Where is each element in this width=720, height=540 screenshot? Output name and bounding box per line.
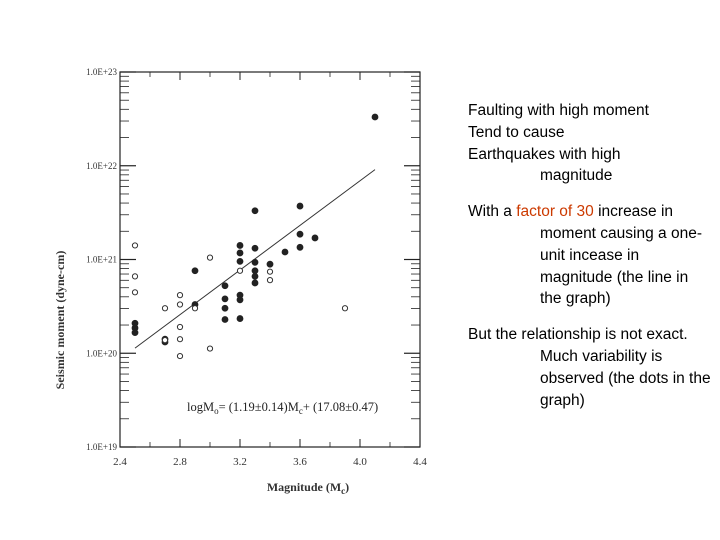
note-1-line-2: Tend to cause — [468, 123, 565, 141]
equation-pre: logM — [187, 400, 214, 414]
note-paragraph-3: But the relationship is not exact. Much … — [468, 326, 711, 409]
data-point-filled — [251, 279, 259, 287]
data-point-filled — [221, 282, 229, 290]
data-point-open — [161, 337, 169, 344]
y-tick-label: 1.0E+23 — [86, 67, 117, 77]
data-point-filled — [221, 304, 229, 312]
data-point-filled — [251, 258, 259, 266]
data-point-filled — [221, 295, 229, 303]
data-point-open — [236, 267, 244, 274]
y-tick-label: 1.0E+20 — [86, 348, 117, 358]
note-2-post: increase in moment causing a one-unit in… — [540, 203, 702, 308]
data-point-filled — [236, 315, 244, 322]
note-2-pre: With a — [468, 203, 517, 221]
data-point-open — [131, 289, 139, 296]
x-tick-label: 2.4 — [113, 456, 127, 468]
data-point-open — [176, 336, 184, 343]
note-1-line-3: Earthquakes with high — [468, 145, 621, 163]
equation-post: + (17.08±0.47) — [303, 400, 378, 414]
data-point-filled — [221, 316, 229, 323]
x-tick-label: 3.2 — [233, 456, 247, 468]
data-point-filled — [131, 319, 139, 327]
data-point-filled — [251, 244, 259, 252]
equation-sub1: o — [214, 406, 219, 416]
data-point-filled — [296, 202, 304, 210]
x-tick-label: 2.8 — [173, 456, 187, 468]
x-tick-label: 3.6 — [293, 456, 307, 468]
chart-svg: 1.0E+19 1.0E+20 1.0E+21 1.0E+22 1.0E+23 2.4 2… — [53, 67, 427, 496]
data-point-open — [341, 305, 349, 312]
data-point-filled — [371, 113, 379, 121]
y-tick-label: 1.0E+21 — [86, 255, 117, 265]
data-point-open — [176, 352, 184, 360]
data-point-filled — [251, 272, 259, 280]
data-point-open — [176, 323, 184, 331]
data-point-filled — [296, 243, 304, 251]
equation-sub2: c — [299, 406, 303, 416]
data-point-open — [206, 345, 214, 352]
data-point-open — [191, 305, 199, 312]
fit-line — [134, 169, 376, 349]
note-paragraph-1: Faulting with high moment Tend to cause … — [468, 100, 713, 187]
plot-frame — [119, 71, 421, 448]
data-point-open — [176, 301, 184, 308]
data-point-open — [131, 273, 139, 280]
fit-equation: logMo= (1.19±0.14)Mc+ (17.08±0.47) — [187, 400, 378, 416]
x-axis-label-end: ) — [345, 480, 349, 494]
scatter-chart: 1.0E+19 1.0E+20 1.0E+21 1.0E+22 1.0E+23 2.4 2… — [50, 60, 440, 500]
x-tick-label: 4.0 — [353, 456, 367, 468]
data-point-filled — [251, 267, 259, 275]
data-point-filled — [311, 234, 319, 242]
data-point-open — [176, 292, 184, 299]
data-point-open — [206, 254, 214, 261]
x-axis-label-sub: c — [341, 486, 345, 496]
data-point-filled — [296, 230, 304, 238]
data-point-filled — [236, 257, 244, 265]
note-paragraph-2: With a factor of 30 increase in moment c… — [468, 201, 713, 310]
data-point-filled — [266, 260, 274, 268]
x-axis-label-main: Magnitude (M — [267, 480, 341, 494]
data-point-filled — [191, 267, 199, 275]
data-point-open — [266, 277, 274, 284]
data-point-open — [131, 242, 139, 249]
x-axis-label: Magnitude (Mc) — [267, 480, 349, 496]
note-1-line-4: magnitude — [540, 167, 613, 185]
data-point-filled — [236, 296, 244, 304]
notes-panel: Faulting with high moment Tend to cause … — [468, 100, 713, 425]
y-axis-label: Seismic moment (dyne-cm) — [53, 251, 67, 390]
data-point-filled — [251, 207, 259, 215]
data-point-filled — [281, 248, 289, 256]
data-point-filled — [236, 242, 244, 249]
data-point-open — [161, 305, 169, 312]
note-1-line-1: Faulting with high moment — [468, 102, 649, 119]
x-tick-label: 4.4 — [413, 456, 427, 468]
note-2-highlight: factor of 30 — [516, 203, 594, 221]
data-point-filled — [236, 249, 244, 257]
data-point-open — [266, 268, 274, 275]
y-tick-label: 1.0E+19 — [86, 442, 117, 452]
y-tick-label: 1.0E+22 — [86, 161, 117, 171]
equation-mid: = (1.19±0.14)M — [219, 400, 299, 414]
